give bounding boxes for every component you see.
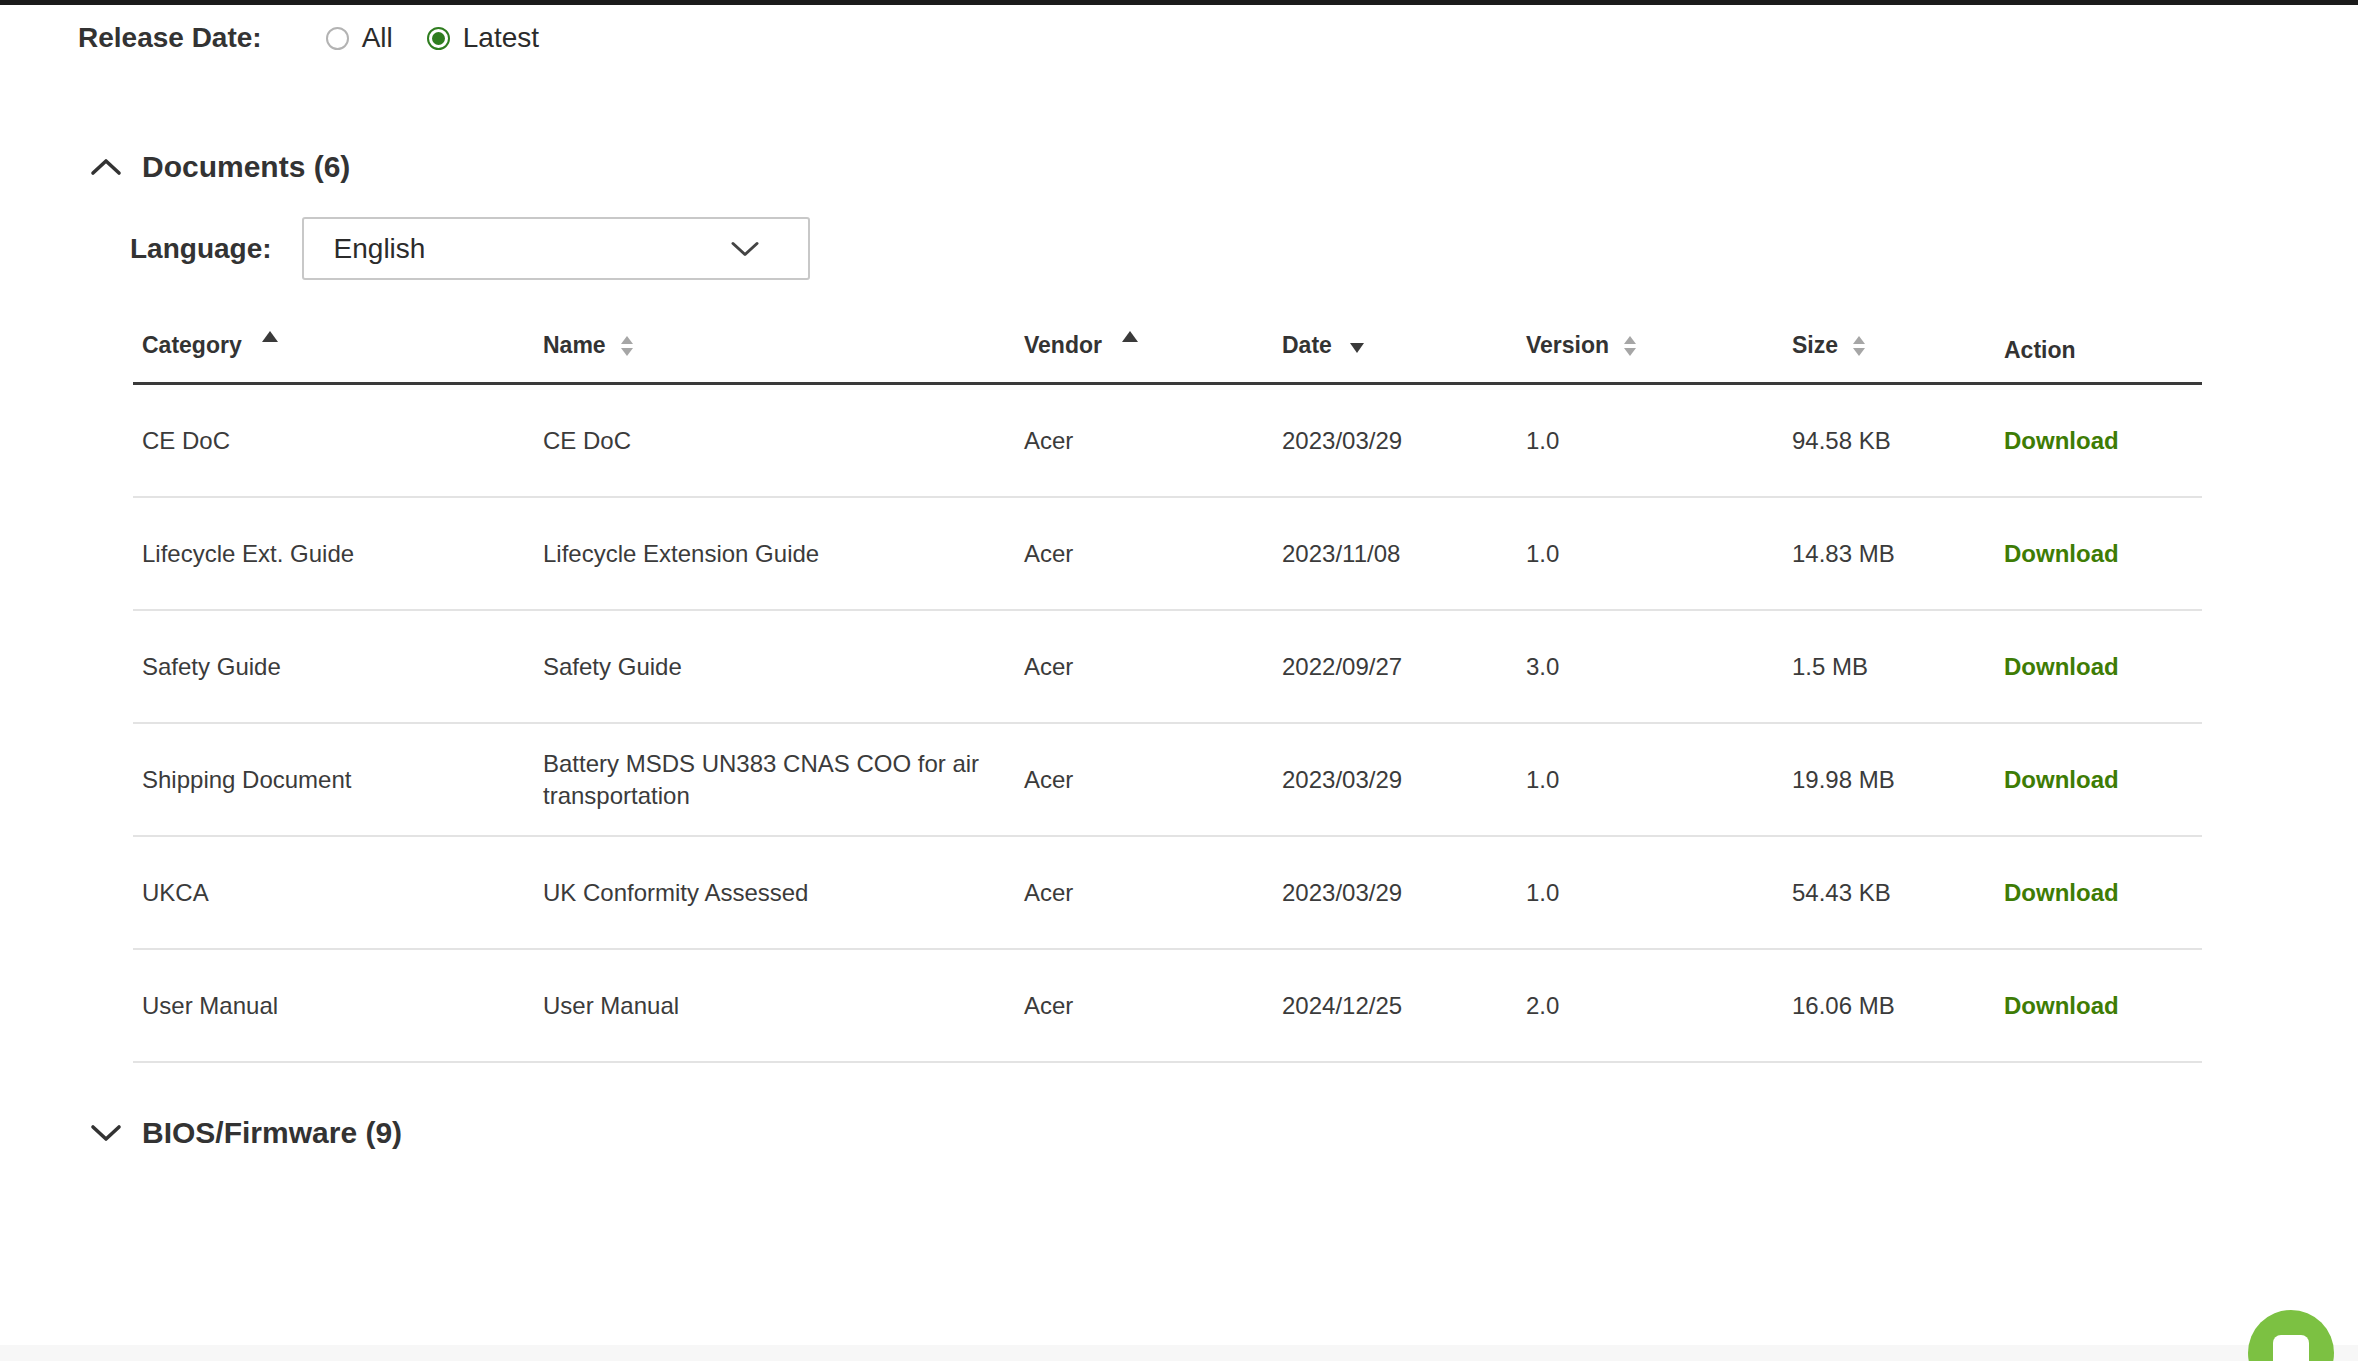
cell-date: 2023/03/29 xyxy=(1282,764,1526,796)
cell-version: 3.0 xyxy=(1526,651,1792,683)
cell-version: 1.0 xyxy=(1526,764,1792,796)
column-header-name[interactable]: Name xyxy=(543,332,1024,359)
table-row: UKCA UK Conformity Assessed Acer 2023/03… xyxy=(133,837,2202,950)
column-header-size[interactable]: Size xyxy=(1792,332,2004,359)
language-row: Language: English xyxy=(130,217,810,280)
column-header-vendor[interactable]: Vendor xyxy=(1024,332,1282,359)
cell-category: Shipping Document xyxy=(133,764,543,796)
chevron-up-icon xyxy=(90,158,122,176)
download-link[interactable]: Download xyxy=(2004,653,2119,680)
column-header-category[interactable]: Category xyxy=(133,332,543,359)
radio-all-label: All xyxy=(362,22,393,54)
chevron-down-icon xyxy=(730,240,760,257)
cell-version: 1.0 xyxy=(1526,538,1792,570)
cell-name: Lifecycle Extension Guide xyxy=(543,538,1024,570)
column-label: Name xyxy=(543,332,606,359)
cell-size: 1.5 MB xyxy=(1792,651,2004,683)
cell-date: 2022/09/27 xyxy=(1282,651,1526,683)
column-label: Action xyxy=(2004,337,2076,364)
table-row: CE DoC CE DoC Acer 2023/03/29 1.0 94.58 … xyxy=(133,385,2202,498)
cell-version: 1.0 xyxy=(1526,877,1792,909)
bios-firmware-section-title: BIOS/Firmware (9) xyxy=(142,1116,402,1150)
radio-option-all[interactable]: All xyxy=(326,22,393,54)
cell-size: 54.43 KB xyxy=(1792,877,2004,909)
cell-name: Safety Guide xyxy=(543,651,1024,683)
download-link[interactable]: Download xyxy=(2004,540,2119,567)
cell-category: CE DoC xyxy=(133,425,543,457)
cell-size: 14.83 MB xyxy=(1792,538,2004,570)
cell-name: UK Conformity Assessed xyxy=(543,877,1024,909)
cell-category: User Manual xyxy=(133,990,543,1022)
chat-button[interactable] xyxy=(2248,1310,2334,1361)
column-label: Vendor xyxy=(1024,332,1102,359)
radio-latest-label: Latest xyxy=(463,22,539,54)
cell-name: CE DoC xyxy=(543,425,1024,457)
cell-size: 19.98 MB xyxy=(1792,764,2004,796)
cell-version: 2.0 xyxy=(1526,990,1792,1022)
release-date-options: All Latest xyxy=(326,22,539,54)
language-label: Language: xyxy=(130,233,272,265)
column-label: Date xyxy=(1282,332,1332,359)
sort-both-icon xyxy=(621,336,633,356)
table-row: Safety Guide Safety Guide Acer 2022/09/2… xyxy=(133,611,2202,724)
download-link[interactable]: Download xyxy=(2004,766,2119,793)
table-row: Lifecycle Ext. Guide Lifecycle Extension… xyxy=(133,498,2202,611)
chevron-down-icon xyxy=(90,1124,122,1142)
sort-both-icon xyxy=(1853,336,1865,356)
support-downloads-page: Release Date: All Latest Documents (6) L… xyxy=(0,0,2358,1361)
cell-name: Battery MSDS UN383 CNAS COO for air tran… xyxy=(543,748,1024,812)
column-label: Size xyxy=(1792,332,1838,359)
language-select[interactable]: English xyxy=(302,217,810,280)
documents-section-title: Documents (6) xyxy=(142,150,350,184)
cell-date: 2023/03/29 xyxy=(1282,425,1526,457)
top-divider-bar xyxy=(0,0,2358,5)
download-link[interactable]: Download xyxy=(2004,879,2119,906)
documents-section-toggle[interactable]: Documents (6) xyxy=(90,150,350,184)
column-header-version[interactable]: Version xyxy=(1526,332,1792,359)
cell-size: 16.06 MB xyxy=(1792,990,2004,1022)
download-link[interactable]: Download xyxy=(2004,992,2119,1019)
table-row: User Manual User Manual Acer 2024/12/25 … xyxy=(133,950,2202,1063)
sort-asc-icon xyxy=(1122,331,1138,342)
column-label: Version xyxy=(1526,332,1609,359)
cell-date: 2024/12/25 xyxy=(1282,990,1526,1022)
table-header-row: Category Name Vendor Date Version Size xyxy=(133,309,2202,385)
cell-category: Safety Guide xyxy=(133,651,543,683)
column-header-action: Action xyxy=(2004,332,2202,359)
cell-size: 94.58 KB xyxy=(1792,425,2004,457)
bios-firmware-section-toggle[interactable]: BIOS/Firmware (9) xyxy=(90,1116,402,1150)
chat-bubble-icon xyxy=(2273,1335,2309,1361)
cell-vendor: Acer xyxy=(1024,764,1282,796)
cell-vendor: Acer xyxy=(1024,538,1282,570)
release-date-filter: Release Date: All Latest xyxy=(78,22,539,54)
column-label: Category xyxy=(142,332,242,359)
radio-latest-icon[interactable] xyxy=(427,27,450,50)
cell-date: 2023/03/29 xyxy=(1282,877,1526,909)
cell-category: UKCA xyxy=(133,877,543,909)
cell-version: 1.0 xyxy=(1526,425,1792,457)
column-header-date[interactable]: Date xyxy=(1282,332,1526,359)
cell-date: 2023/11/08 xyxy=(1282,538,1526,570)
sort-desc-icon xyxy=(1350,343,1364,353)
language-selected-value: English xyxy=(334,233,426,265)
cell-vendor: Acer xyxy=(1024,425,1282,457)
download-link[interactable]: Download xyxy=(2004,427,2119,454)
cell-vendor: Acer xyxy=(1024,877,1282,909)
table-row: Shipping Document Battery MSDS UN383 CNA… xyxy=(133,724,2202,837)
radio-all-icon[interactable] xyxy=(326,27,349,50)
documents-table: Category Name Vendor Date Version Size xyxy=(133,309,2202,1063)
sort-both-icon xyxy=(1624,336,1636,356)
sort-asc-icon xyxy=(262,331,278,342)
cell-category: Lifecycle Ext. Guide xyxy=(133,538,543,570)
release-date-label: Release Date: xyxy=(78,22,262,54)
cell-vendor: Acer xyxy=(1024,990,1282,1022)
cell-vendor: Acer xyxy=(1024,651,1282,683)
radio-option-latest[interactable]: Latest xyxy=(427,22,539,54)
footer-strip xyxy=(0,1345,2358,1361)
cell-name: User Manual xyxy=(543,990,1024,1022)
